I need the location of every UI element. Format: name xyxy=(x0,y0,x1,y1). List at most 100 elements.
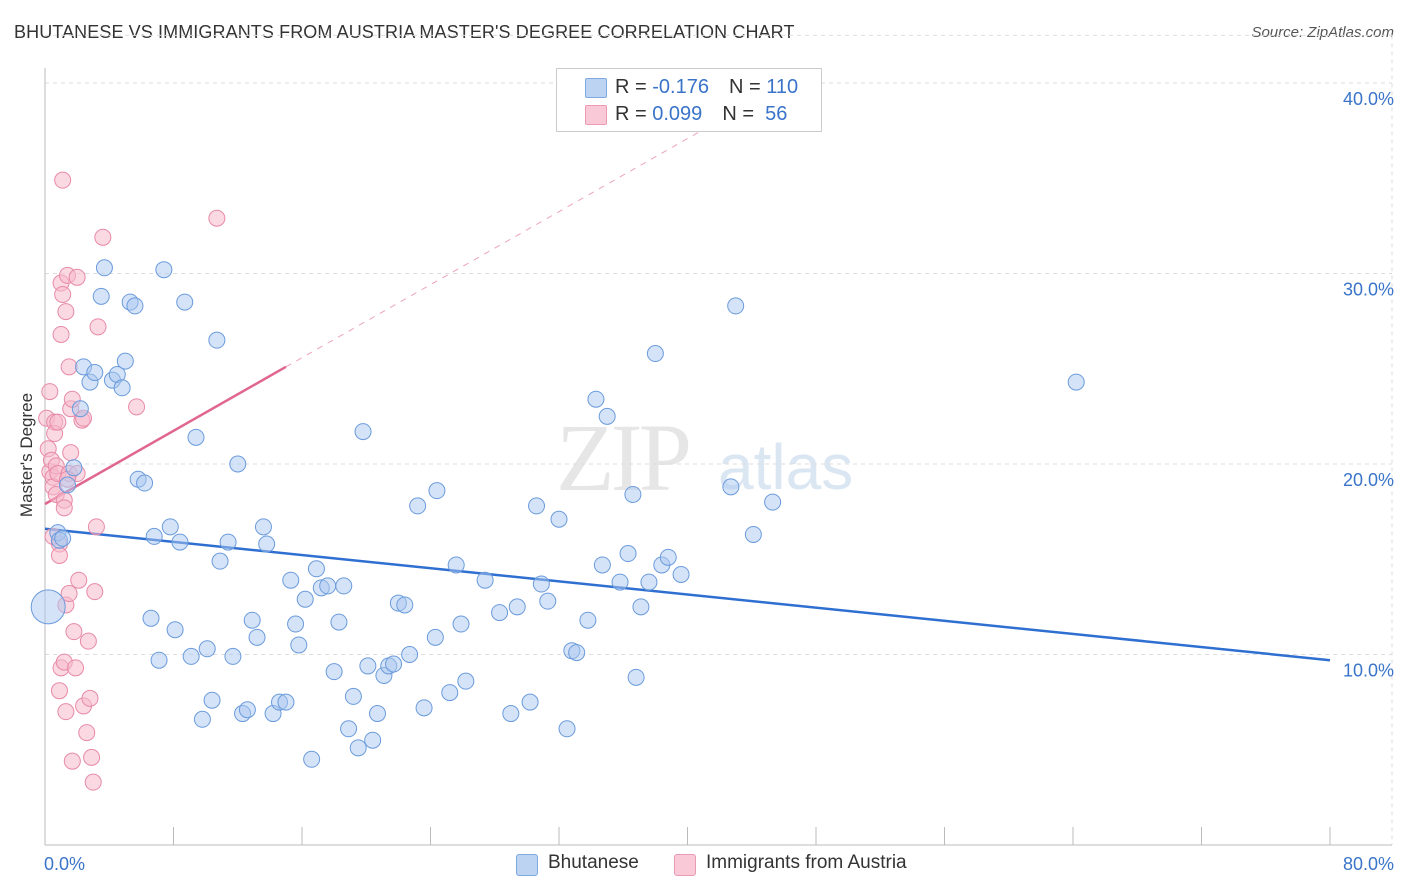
point-bhutanese xyxy=(354,423,372,441)
point-bhutanese xyxy=(95,259,113,277)
point-bhutanese xyxy=(401,646,419,663)
point-bhutanese xyxy=(243,611,261,629)
point-bhutanese xyxy=(532,575,550,593)
point-bhutanese xyxy=(171,533,189,551)
point-austria xyxy=(81,689,99,707)
point-bhutanese xyxy=(558,720,576,738)
point-bhutanese xyxy=(208,331,226,349)
point-austria xyxy=(57,303,75,321)
point-bhutanese xyxy=(364,731,382,749)
point-austria xyxy=(54,171,72,189)
trend-line-bhutanese xyxy=(44,527,1331,662)
point-bhutanese xyxy=(409,497,427,515)
point-bhutanese xyxy=(319,577,337,595)
point-bhutanese xyxy=(155,261,173,279)
point-bhutanese xyxy=(359,657,377,675)
point-austria xyxy=(128,398,146,416)
point-bhutanese xyxy=(198,640,216,658)
trend-lines xyxy=(44,101,1331,662)
y-tick-label: 30.0% xyxy=(1343,280,1394,300)
point-bhutanese xyxy=(727,297,745,315)
point-bhutanese xyxy=(182,647,200,665)
point-bhutanese xyxy=(335,577,353,595)
point-bhutanese xyxy=(508,598,526,616)
x-tick-label-min: 0.0% xyxy=(44,854,85,874)
trend-line-austria-extended xyxy=(285,101,752,368)
point-bhutanese xyxy=(176,293,194,311)
grid-lines xyxy=(45,34,1393,845)
point-bhutanese xyxy=(203,691,221,709)
point-austria xyxy=(89,318,107,336)
point-bhutanese xyxy=(672,565,690,583)
point-bhutanese xyxy=(476,571,494,589)
point-bhutanese xyxy=(491,604,509,622)
point-bhutanese xyxy=(193,710,211,728)
point-austria xyxy=(70,571,88,589)
point-bhutanese xyxy=(126,297,144,315)
point-austria xyxy=(52,325,70,343)
point-bhutanese xyxy=(550,510,568,528)
point-bhutanese xyxy=(579,611,597,629)
point-bhutanese xyxy=(659,548,677,566)
point-austria xyxy=(67,659,85,677)
point-bhutanese xyxy=(254,518,272,536)
legend-row-bhutanese: R = -0.176 N = 110 xyxy=(615,74,798,100)
point-austria xyxy=(57,703,75,721)
point-bhutanese xyxy=(307,560,325,578)
point-bhutanese xyxy=(528,497,546,515)
point-austria xyxy=(63,752,81,770)
point-bhutanese xyxy=(86,364,104,382)
point-bhutanese xyxy=(161,518,179,536)
point-bhutanese xyxy=(539,592,557,610)
point-bhutanese xyxy=(744,525,762,543)
point-austria xyxy=(50,682,68,700)
point-bhutanese xyxy=(385,655,403,673)
point-bhutanese xyxy=(290,636,308,654)
legend-n-label: N = xyxy=(722,102,754,125)
point-bhutanese xyxy=(238,701,256,719)
point-bhutanese xyxy=(296,590,314,608)
point-bhutanese xyxy=(568,644,586,662)
point-austria xyxy=(49,413,67,431)
point-bhutanese xyxy=(611,573,629,591)
legend-r-value-bhutanese: -0.176 xyxy=(652,75,709,98)
point-bhutanese xyxy=(325,663,343,681)
bottom-legend: Bhutanese Immigrants from Austria xyxy=(0,852,1406,876)
point-bhutanese xyxy=(116,352,134,370)
point-austria xyxy=(87,518,105,536)
point-austria xyxy=(55,499,73,517)
point-bhutanese xyxy=(92,287,110,305)
point-bhutanese xyxy=(502,705,520,723)
bottom-legend-swatch-austria xyxy=(674,854,696,876)
point-bhutanese xyxy=(303,750,321,768)
point-bhutanese xyxy=(1067,373,1085,391)
point-bhutanese xyxy=(368,705,386,723)
point-austria xyxy=(84,773,102,791)
point-bhutanese xyxy=(282,571,300,589)
point-bhutanese xyxy=(722,478,740,496)
point-austria xyxy=(208,209,226,227)
point-bhutanese xyxy=(598,407,616,425)
point-bhutanese xyxy=(219,533,237,551)
watermark-zip: ZIP xyxy=(556,404,692,511)
point-austria xyxy=(86,583,104,601)
point-bhutanese xyxy=(166,621,184,639)
y-tick-label: 40.0% xyxy=(1343,89,1394,109)
point-bhutanese xyxy=(258,535,276,553)
point-bhutanese xyxy=(344,687,362,705)
point-bhutanese xyxy=(587,390,605,408)
legend-n-value-bhutanese: 110 xyxy=(766,75,799,98)
chart-title: BHUTANESE VS IMMIGRANTS FROM AUSTRIA MAS… xyxy=(14,22,795,42)
point-bhutanese xyxy=(764,493,782,511)
point-austria xyxy=(41,383,59,401)
point-bhutanese xyxy=(58,476,76,494)
bottom-legend-label-bhutanese: Bhutanese xyxy=(548,852,639,873)
point-bhutanese xyxy=(113,379,131,397)
point-bhutanese xyxy=(593,556,611,574)
point-bhutanese xyxy=(632,598,650,616)
point-bhutanese xyxy=(624,485,642,503)
point-bhutanese xyxy=(229,455,247,473)
point-bhutanese xyxy=(145,527,163,545)
point-bhutanese xyxy=(640,573,658,591)
